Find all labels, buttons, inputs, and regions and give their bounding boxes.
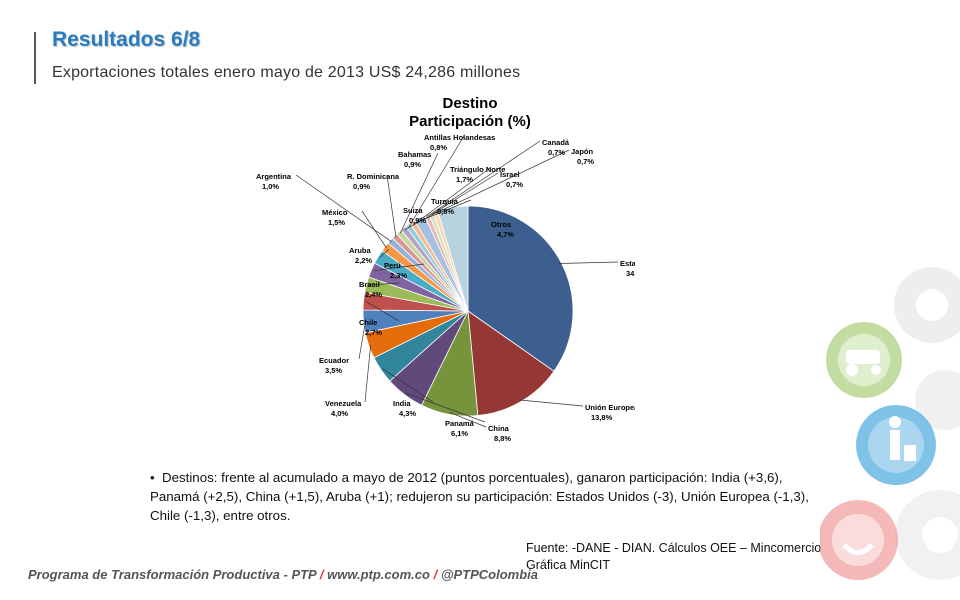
slide-title: Resultados 6/8	[52, 28, 201, 51]
slide-subtitle: Exportaciones totales enero mayo de 2013…	[52, 64, 521, 81]
leader-line	[435, 149, 570, 214]
slice-value-label: 1,5%	[328, 218, 345, 227]
leader-line	[364, 344, 372, 403]
slice-name-label: Turquía	[431, 197, 459, 206]
pie-chart: Destino Participación (%) Estados Unidos…	[245, 88, 635, 453]
slice-value-label: 2,3%	[390, 271, 407, 280]
leader-line	[408, 135, 465, 227]
bullet-note: • Destinos: frente al acumulado a mayo d…	[150, 468, 830, 525]
slice-name-label: Brasil	[359, 280, 380, 289]
leader-line	[365, 300, 400, 322]
leader-line	[399, 152, 439, 234]
slice-name-label: Bahamas	[398, 150, 431, 159]
pie-slice	[467, 310, 555, 416]
slice-value-label: 4,3%	[399, 409, 416, 418]
gear-icon	[895, 490, 960, 580]
slice-value-label: 2,4%	[365, 290, 382, 299]
chart-title: Destino	[442, 95, 497, 112]
title-accent-bar	[34, 32, 36, 84]
pie-chart-svg: Destino Participación (%) Estados Unidos…	[256, 95, 635, 443]
slice-value-label: 4,0%	[331, 409, 348, 418]
leader-line	[427, 140, 541, 217]
slice-name-label: Chile	[359, 318, 377, 327]
pie-slices	[362, 205, 574, 417]
leader-line	[386, 174, 397, 238]
slice-name-label: Venezuela	[325, 399, 362, 408]
slice-name-label: China	[488, 424, 510, 433]
slice-name-label: Antillas Holandesas	[424, 133, 495, 142]
leader-line	[519, 399, 584, 407]
slice-name-label: Ecuador	[319, 356, 349, 365]
slice-value-label: 0,9%	[404, 160, 421, 169]
footer-program: Programa de Transformación Productiva - …	[28, 567, 317, 582]
slice-value-label: 13,8%	[591, 413, 613, 422]
slice-value-label: 0,9%	[409, 216, 426, 225]
slice-value-label: 0,7%	[577, 157, 594, 166]
leader-line	[368, 282, 400, 286]
footer-separator-1: /	[319, 567, 324, 582]
slice-value-label: 0,8%	[430, 143, 447, 152]
decorative-gears-graphic	[820, 267, 960, 580]
footer-handle[interactable]: @PTPColombia	[440, 567, 538, 582]
bullet-text: Destinos: frente al acumulado a mayo de …	[150, 470, 809, 523]
leader-line	[449, 411, 487, 428]
slice-value-label: 0,7%	[548, 148, 565, 157]
slice-value-label: 1,0%	[262, 182, 279, 191]
slice-value-label: 0,7%	[506, 180, 523, 189]
slice-name-label: Argentina	[256, 172, 292, 181]
leader-line	[405, 392, 486, 423]
slice-name-label: Estados Unidos	[620, 259, 635, 268]
slice-value-label: 4,7%	[497, 230, 514, 239]
leader-line	[379, 248, 390, 259]
leader-line	[559, 261, 619, 264]
chart-subtitle: Participación (%)	[409, 113, 531, 130]
slice-value-label: 3,5%	[325, 366, 342, 375]
footer-url[interactable]: www.ptp.com.co	[327, 567, 430, 582]
slice-value-label: 34,8%	[626, 269, 635, 278]
footer: Programa de Transformación Productiva - …	[28, 567, 538, 582]
slice-value-label: 0,8%	[437, 207, 454, 216]
pie-leader-lines	[295, 135, 619, 428]
slice-name-label: R. Dominicana	[347, 172, 400, 181]
gear-icon	[894, 267, 960, 343]
leader-line	[295, 174, 392, 243]
pie-slice	[437, 205, 469, 312]
slice-name-label: India	[393, 399, 411, 408]
source-line-2: Gráfica MinCIT	[526, 558, 611, 572]
source-note: Fuente: -DANE - DIAN. Cálculos OEE – Min…	[526, 540, 821, 574]
slice-name-label: Panamá	[445, 419, 475, 428]
leader-line	[431, 172, 499, 215]
gear-icon	[915, 370, 960, 430]
slice-name-label: Japón	[571, 147, 594, 156]
bullet-marker: •	[150, 470, 155, 485]
slice-name-label: México	[322, 208, 348, 217]
slice-value-label: 0,9%	[353, 182, 370, 191]
slice-name-label: Suiza	[403, 206, 423, 215]
leader-line	[373, 263, 425, 272]
slice-name-label: Israel	[500, 170, 520, 179]
leader-line	[420, 167, 491, 220]
slice-value-label: 1,7%	[456, 175, 473, 184]
slice-name-label: Perú	[384, 261, 401, 270]
slice-name-label: Canadá	[542, 138, 570, 147]
leader-line	[358, 321, 366, 360]
slice-name-label: Unión Europea	[585, 403, 635, 412]
slice-value-label: 2,7%	[365, 328, 382, 337]
leader-line	[413, 199, 472, 224]
slice-name-label: Aruba	[349, 246, 371, 255]
leader-line	[382, 368, 434, 403]
pie-slice	[467, 205, 574, 372]
slice-name-label: Otros	[491, 220, 511, 229]
slice-name-label: Triángulo Norte	[450, 165, 505, 174]
source-line-1: Fuente: -DANE - DIAN. Cálculos OEE – Min…	[526, 541, 822, 555]
slice-value-label: 6,1%	[451, 429, 468, 438]
smile-gear-icon	[820, 500, 898, 580]
slice-value-label: 8,8%	[494, 434, 511, 443]
slice-value-label: 2,2%	[355, 256, 372, 265]
footer-separator-2: /	[433, 567, 438, 582]
